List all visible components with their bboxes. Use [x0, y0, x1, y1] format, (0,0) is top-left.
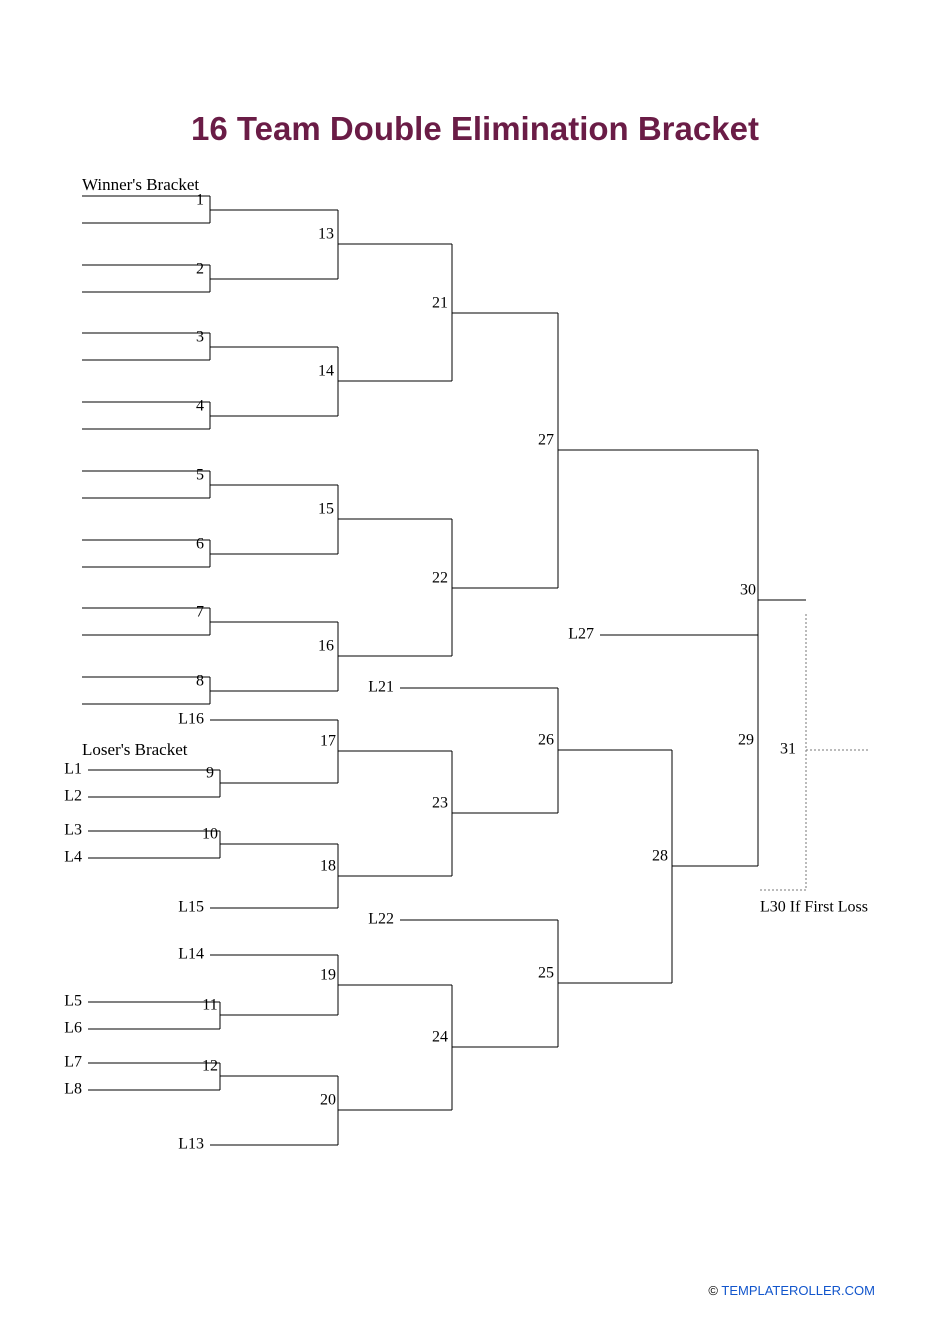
svg-text:11: 11	[202, 997, 217, 1014]
svg-text:L15: L15	[178, 899, 204, 916]
svg-text:17: 17	[320, 733, 336, 750]
svg-text:L8: L8	[64, 1081, 82, 1098]
svg-text:22: 22	[432, 570, 448, 587]
footer-link[interactable]: TEMPLATEROLLER.COM	[721, 1283, 875, 1298]
svg-text:18: 18	[320, 858, 336, 875]
svg-text:31: 31	[780, 741, 796, 758]
svg-text:14: 14	[318, 363, 334, 380]
svg-text:L6: L6	[64, 1020, 82, 1037]
svg-text:L5: L5	[64, 993, 82, 1010]
svg-text:L22: L22	[368, 911, 394, 928]
svg-text:1: 1	[196, 192, 204, 209]
svg-text:6: 6	[196, 536, 204, 553]
svg-text:29: 29	[738, 732, 754, 749]
svg-text:7: 7	[196, 604, 204, 621]
svg-text:L3: L3	[64, 822, 82, 839]
svg-text:L27: L27	[568, 626, 594, 643]
svg-text:L7: L7	[64, 1054, 82, 1071]
svg-text:9: 9	[206, 765, 214, 782]
svg-text:L13: L13	[178, 1136, 204, 1153]
svg-text:21: 21	[432, 295, 448, 312]
svg-text:23: 23	[432, 795, 448, 812]
svg-text:20: 20	[320, 1092, 336, 1109]
svg-text:L16: L16	[178, 711, 204, 728]
svg-text:L21: L21	[368, 679, 394, 696]
svg-text:5: 5	[196, 467, 204, 484]
svg-text:12: 12	[202, 1058, 218, 1075]
svg-text:L1: L1	[64, 761, 82, 778]
svg-text:L2: L2	[64, 788, 82, 805]
bracket-diagram: 1234567813141516212227L1L29L3L410L5L611L…	[0, 0, 950, 1343]
svg-text:15: 15	[318, 501, 334, 518]
svg-text:24: 24	[432, 1029, 448, 1046]
svg-text:4: 4	[196, 398, 204, 415]
svg-text:3: 3	[196, 329, 204, 346]
svg-text:19: 19	[320, 967, 336, 984]
svg-text:L14: L14	[178, 946, 204, 963]
svg-text:16: 16	[318, 638, 334, 655]
svg-text:2: 2	[196, 261, 204, 278]
svg-text:8: 8	[196, 673, 204, 690]
svg-text:27: 27	[538, 432, 554, 449]
svg-text:26: 26	[538, 732, 554, 749]
svg-text:25: 25	[538, 965, 554, 982]
svg-text:30: 30	[740, 582, 756, 599]
copyright-symbol: ©	[708, 1283, 718, 1298]
svg-text:10: 10	[202, 826, 218, 843]
svg-text:28: 28	[652, 848, 668, 865]
svg-text:13: 13	[318, 226, 334, 243]
svg-text:L4: L4	[64, 849, 82, 866]
svg-text:L30 If First Loss: L30 If First Loss	[760, 899, 868, 916]
footer: © TEMPLATEROLLER.COM	[708, 1283, 875, 1298]
